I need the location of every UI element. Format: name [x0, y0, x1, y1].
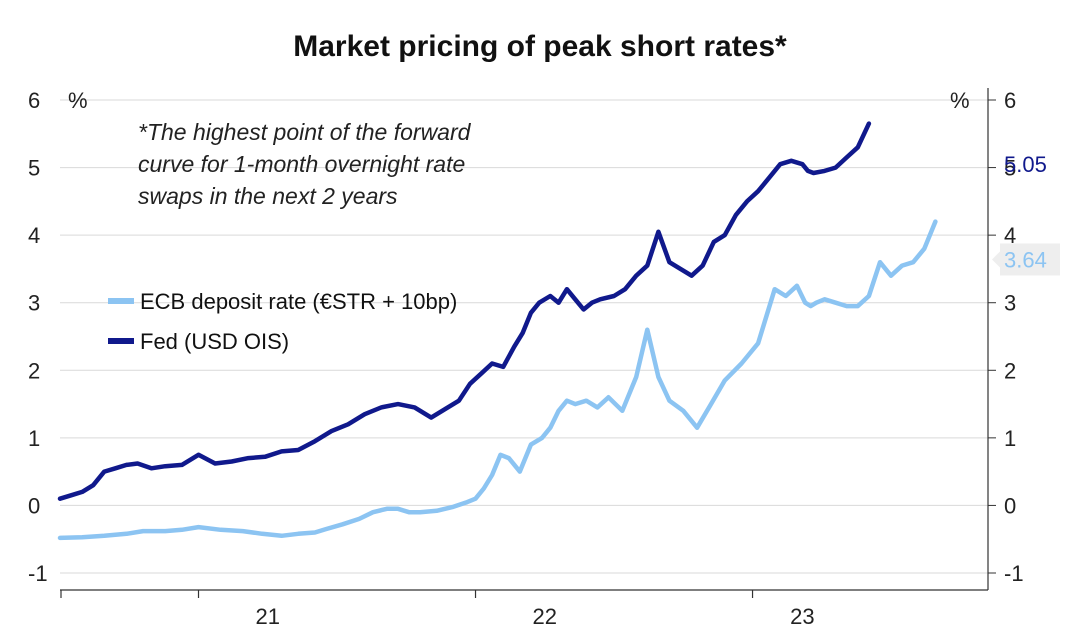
y-tick-right-1: 1 — [1004, 426, 1016, 451]
end-label-fed: 5.05 — [1004, 152, 1047, 177]
y-tick-right-5: 5 — [1004, 156, 1016, 181]
y-tick-right-3: 3 — [1004, 291, 1016, 316]
legend: ECB deposit rate (€STR + 10bp) Fed (USD … — [108, 289, 457, 354]
y-tick-right-2: 2 — [1004, 358, 1016, 383]
y-tick-left-0: 0 — [28, 493, 40, 518]
note-line-3: swaps in the next 2 years — [138, 183, 398, 209]
y-tick-left-1: 1 — [28, 426, 40, 451]
series-lines — [57, 121, 938, 541]
x-tick-label-22: 22 — [533, 604, 557, 629]
series-line-fed — [57, 121, 872, 501]
gridlines — [60, 99, 988, 574]
note-line-2: curve for 1-month overnight rate — [138, 151, 465, 177]
end-label-ecb-bg — [1000, 243, 1060, 276]
legend-entry-fed: Fed (USD OIS) — [108, 329, 289, 354]
legend-entry-ecb: ECB deposit rate (€STR + 10bp) — [108, 289, 457, 314]
axes — [60, 88, 989, 598]
y-tick-left-6: 6 — [28, 88, 40, 113]
chart-title: Market pricing of peak short rates* — [293, 30, 787, 63]
x-tick-label-23: 23 — [790, 604, 814, 629]
y-tick-left-4: 4 — [28, 223, 40, 248]
y-axis-right-ticks: 6 5 4 3 2 1 0 -1 — [988, 88, 1024, 586]
end-label-ecb: 3.64 — [1004, 247, 1047, 272]
y-tick-left-2: 2 — [28, 358, 40, 383]
y-tick-left--1: -1 — [28, 561, 48, 586]
right-unit-label: % — [950, 88, 970, 113]
y-axis-left-ticks: 6 5 4 3 2 1 0 -1 — [28, 88, 48, 586]
series-line-ecb — [57, 219, 938, 541]
y-tick-right-4: 4 — [1004, 223, 1016, 248]
legend-label-ecb: ECB deposit rate (€STR + 10bp) — [140, 289, 457, 314]
y-tick-right-0: 0 — [1004, 493, 1016, 518]
note-line-1: *The highest point of the forward — [138, 119, 472, 145]
end-labels: 3.64 5.05 — [992, 152, 1060, 276]
x-tick-label-21: 21 — [256, 604, 280, 629]
legend-label-fed: Fed (USD OIS) — [140, 329, 289, 354]
end-label-ecb-pointer — [992, 251, 1000, 268]
left-unit-label: % — [68, 88, 88, 113]
chart-note: *The highest point of the forward curve … — [138, 119, 472, 209]
y-tick-right--1: -1 — [1004, 561, 1024, 586]
y-tick-right-6: 6 — [1004, 88, 1016, 113]
y-tick-left-3: 3 — [28, 291, 40, 316]
x-axis-ticks: 21 22 23 — [197, 590, 815, 629]
y-tick-left-5: 5 — [28, 156, 40, 181]
